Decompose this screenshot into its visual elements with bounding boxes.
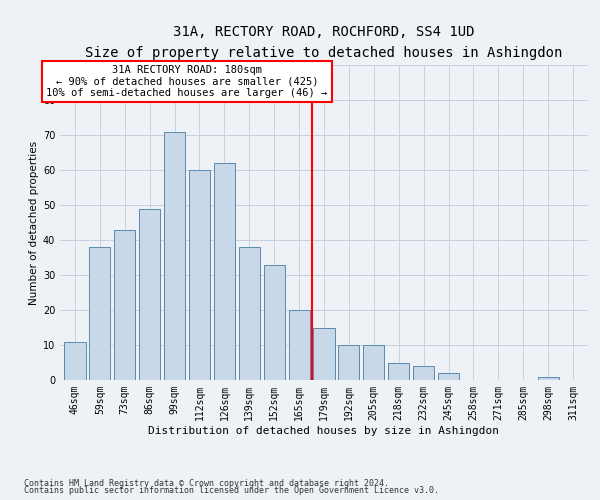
Text: Contains HM Land Registry data © Crown copyright and database right 2024.: Contains HM Land Registry data © Crown c… [24,478,389,488]
Bar [363,345,385,380]
Bar [289,310,310,380]
Bar [164,132,185,380]
Text: 31A RECTORY ROAD: 180sqm
← 90% of detached houses are smaller (425)
10% of semi-: 31A RECTORY ROAD: 180sqm ← 90% of detach… [46,65,328,98]
Text: Contains public sector information licensed under the Open Government Licence v3: Contains public sector information licen… [24,486,439,495]
Bar [388,362,409,380]
Title: 31A, RECTORY ROAD, ROCHFORD, SS4 1UD
Size of property relative to detached house: 31A, RECTORY ROAD, ROCHFORD, SS4 1UD Siz… [85,25,563,59]
Bar [313,328,335,380]
Bar [139,208,160,380]
Bar [538,376,559,380]
X-axis label: Distribution of detached houses by size in Ashingdon: Distribution of detached houses by size … [149,426,499,436]
Bar [89,247,110,380]
Bar [239,247,260,380]
Bar [214,163,235,380]
Bar [189,170,210,380]
Y-axis label: Number of detached properties: Number of detached properties [29,140,38,304]
Bar [438,373,459,380]
Bar [413,366,434,380]
Bar [64,342,86,380]
Bar [114,230,136,380]
Bar [263,264,285,380]
Bar [338,345,359,380]
